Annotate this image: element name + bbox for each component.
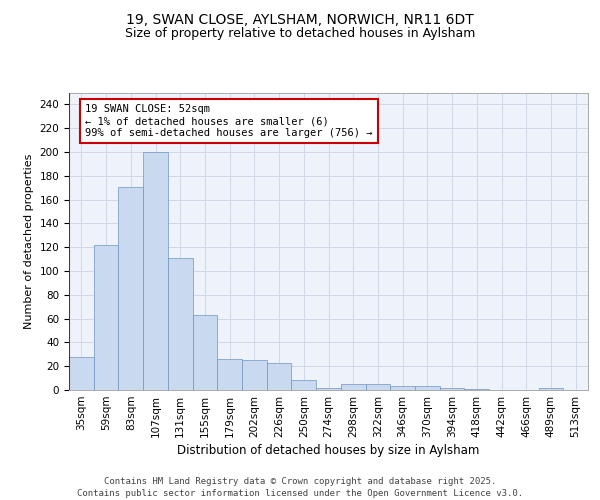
Bar xyxy=(440,388,464,390)
Bar xyxy=(539,388,563,390)
Bar xyxy=(143,152,168,390)
Bar xyxy=(267,362,292,390)
Bar xyxy=(94,245,118,390)
Bar xyxy=(242,360,267,390)
Bar xyxy=(341,384,365,390)
X-axis label: Distribution of detached houses by size in Aylsham: Distribution of detached houses by size … xyxy=(178,444,479,457)
Bar xyxy=(193,315,217,390)
Bar xyxy=(390,386,415,390)
Text: 19 SWAN CLOSE: 52sqm
← 1% of detached houses are smaller (6)
99% of semi-detache: 19 SWAN CLOSE: 52sqm ← 1% of detached ho… xyxy=(85,104,373,138)
Bar xyxy=(316,388,341,390)
Text: 19, SWAN CLOSE, AYLSHAM, NORWICH, NR11 6DT: 19, SWAN CLOSE, AYLSHAM, NORWICH, NR11 6… xyxy=(126,12,474,26)
Bar xyxy=(365,384,390,390)
Bar xyxy=(118,186,143,390)
Bar xyxy=(415,386,440,390)
Bar xyxy=(464,389,489,390)
Text: Size of property relative to detached houses in Aylsham: Size of property relative to detached ho… xyxy=(125,28,475,40)
Text: Contains HM Land Registry data © Crown copyright and database right 2025.
Contai: Contains HM Land Registry data © Crown c… xyxy=(77,476,523,498)
Bar xyxy=(217,359,242,390)
Bar xyxy=(69,356,94,390)
Bar xyxy=(292,380,316,390)
Bar xyxy=(168,258,193,390)
Y-axis label: Number of detached properties: Number of detached properties xyxy=(24,154,34,329)
